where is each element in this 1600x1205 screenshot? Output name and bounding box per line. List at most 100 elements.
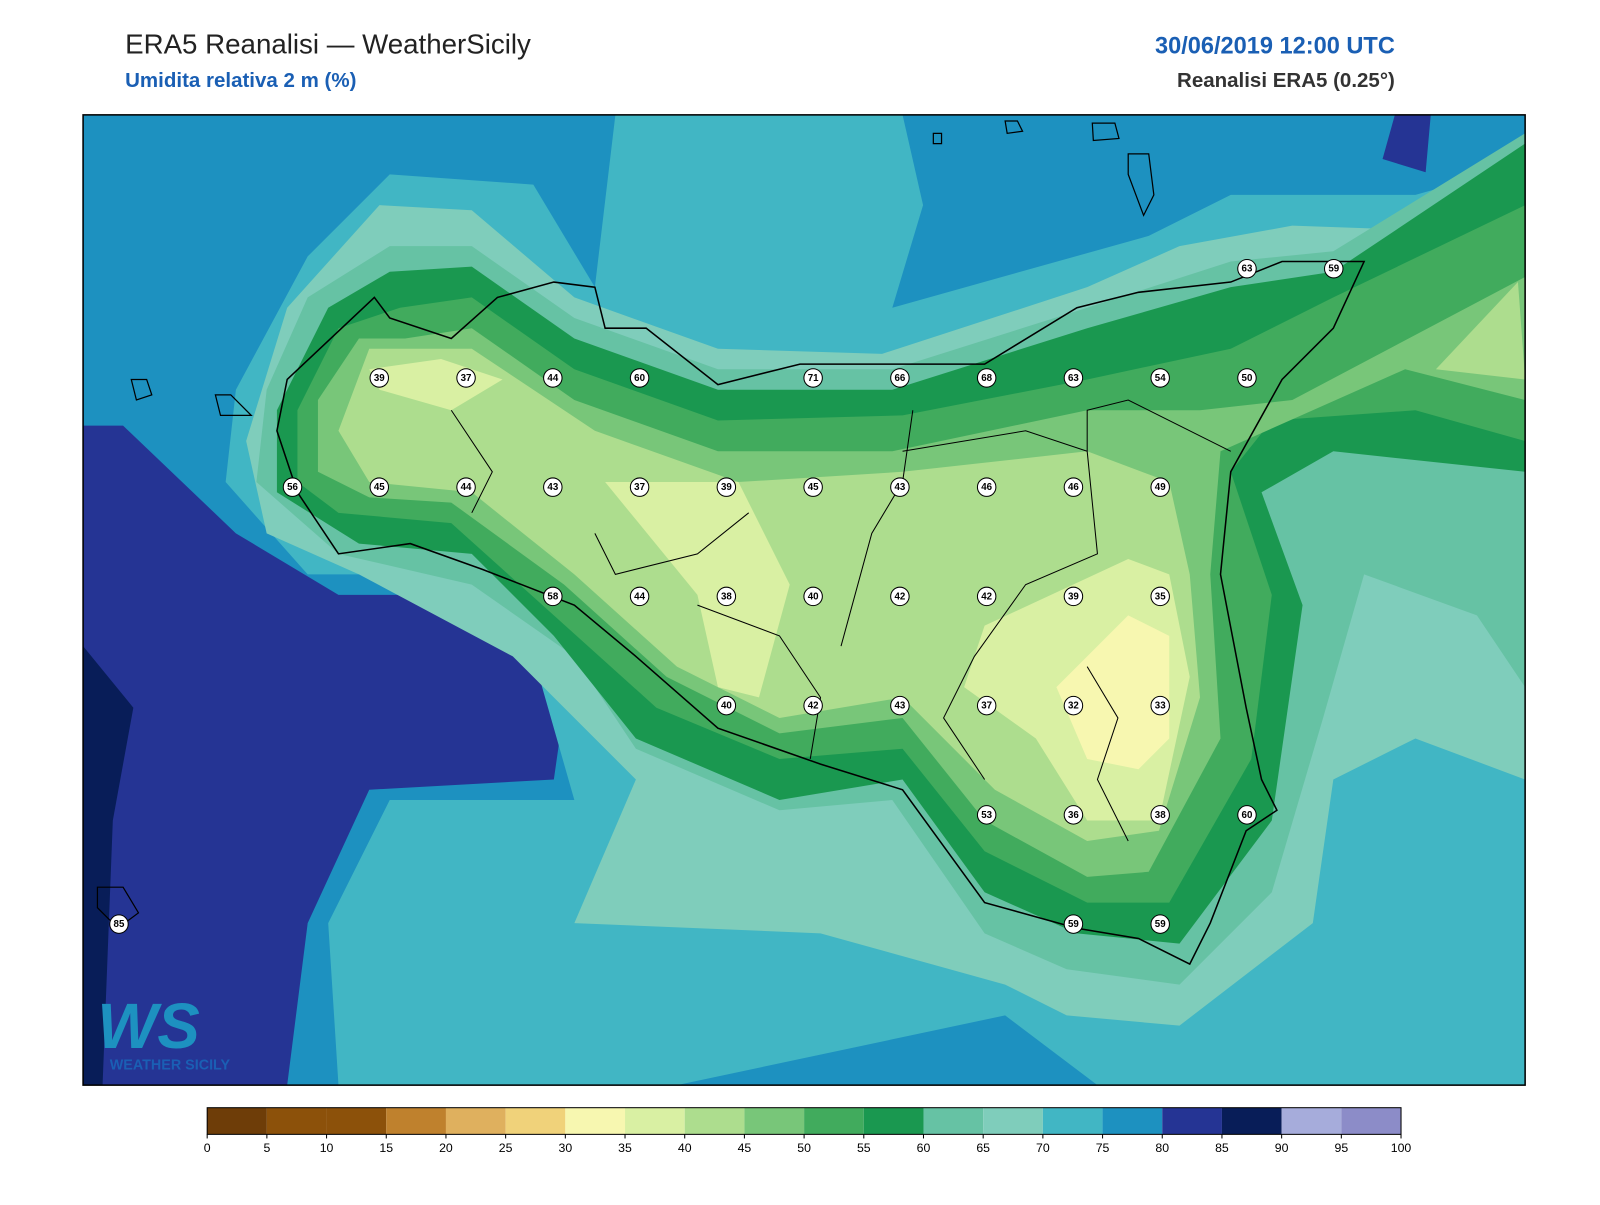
source: Reanalisi ERA5 (0.25°) bbox=[1177, 69, 1395, 92]
station-marker bbox=[1063, 477, 1084, 497]
station-value: 39 bbox=[1068, 591, 1079, 602]
logo-name: WEATHER SICILY bbox=[110, 1058, 231, 1074]
colorbar-tick-label: 25 bbox=[499, 1141, 513, 1155]
station-value: 63 bbox=[1068, 373, 1079, 384]
colorbar-tick-label: 40 bbox=[678, 1141, 692, 1155]
station: 33 bbox=[1150, 695, 1170, 716]
station: 32 bbox=[1063, 695, 1084, 716]
colorbar: 0 5 10 15 20 25 30 35 40 45 50 55 60 65 70 75 80 85 90 95 10… bbox=[204, 1107, 1411, 1155]
colorbar-swatch bbox=[445, 1107, 506, 1135]
station-value: 54 bbox=[1155, 373, 1166, 384]
station: 54 bbox=[1150, 368, 1170, 388]
station-value: 42 bbox=[981, 591, 992, 602]
station-value: 37 bbox=[634, 482, 645, 493]
station-value: 42 bbox=[808, 701, 819, 712]
station-marker bbox=[369, 368, 390, 388]
colorbar-swatch bbox=[565, 1107, 626, 1135]
station: 60 bbox=[629, 368, 650, 388]
colorbar-swatch bbox=[1221, 1107, 1282, 1135]
colorbar-tick-label: 95 bbox=[1334, 1141, 1348, 1155]
station: 42 bbox=[890, 586, 910, 607]
colorbar-tick-label: 50 bbox=[797, 1141, 811, 1155]
station: 35 bbox=[1150, 586, 1170, 607]
station: 37 bbox=[976, 695, 997, 716]
station-marker bbox=[976, 805, 997, 825]
station-value: 32 bbox=[1068, 701, 1079, 712]
station: 42 bbox=[803, 695, 823, 716]
station-value: 42 bbox=[894, 591, 905, 602]
station-value: 37 bbox=[461, 373, 472, 384]
station: 38 bbox=[1150, 805, 1170, 825]
station-value: 44 bbox=[461, 482, 472, 493]
station: 59 bbox=[1063, 914, 1084, 934]
station: 44 bbox=[456, 477, 476, 497]
colorbar-tick-label: 5 bbox=[263, 1141, 270, 1155]
station-value: 44 bbox=[547, 373, 558, 384]
station-marker bbox=[456, 477, 476, 497]
station: 40 bbox=[803, 586, 823, 607]
station: 46 bbox=[976, 477, 997, 497]
station-marker bbox=[1063, 586, 1084, 607]
colorbar-swatch bbox=[684, 1107, 745, 1135]
station-value: 39 bbox=[721, 482, 732, 493]
station-marker bbox=[716, 477, 737, 497]
station-marker bbox=[1150, 477, 1170, 497]
station-marker bbox=[1063, 914, 1084, 934]
station: 45 bbox=[369, 477, 390, 497]
logo: WS WEATHER SICILY bbox=[97, 991, 230, 1074]
station-value: 58 bbox=[547, 591, 558, 602]
contour-map: WS WEATHER SICILY 63 59 39 37 44 60 71 66 68 63 54… bbox=[83, 114, 1526, 1086]
colorbar-swatch bbox=[744, 1107, 805, 1135]
station-marker bbox=[976, 477, 997, 497]
colorbar-swatch bbox=[983, 1107, 1043, 1135]
station-marker bbox=[803, 586, 823, 607]
station-value: 37 bbox=[981, 701, 992, 712]
station: 71 bbox=[803, 368, 823, 388]
datetime: 30/06/2019 12:00 UTC bbox=[1155, 32, 1395, 58]
station-value: 53 bbox=[981, 810, 992, 821]
station-value: 59 bbox=[1155, 919, 1166, 930]
station: 43 bbox=[890, 695, 910, 716]
station-value: 71 bbox=[808, 373, 819, 384]
colorbar-swatch bbox=[326, 1107, 387, 1135]
station-value: 38 bbox=[1155, 810, 1166, 821]
colorbar-tick-label: 65 bbox=[976, 1141, 990, 1155]
station: 43 bbox=[543, 477, 563, 497]
station: 39 bbox=[1063, 586, 1084, 607]
colorbar-tick-label: 35 bbox=[618, 1141, 632, 1155]
station: 44 bbox=[543, 368, 563, 388]
station-value: 40 bbox=[808, 591, 819, 602]
colorbar-tick-label: 10 bbox=[320, 1141, 334, 1155]
station-value: 40 bbox=[721, 701, 732, 712]
station-marker bbox=[1150, 586, 1170, 607]
colorbar-tick-label: 55 bbox=[857, 1141, 871, 1155]
station-marker bbox=[1063, 368, 1084, 388]
station: 68 bbox=[976, 368, 997, 388]
station: 58 bbox=[543, 586, 563, 607]
station-value: 38 bbox=[721, 591, 732, 602]
station: 42 bbox=[976, 586, 997, 607]
station-marker bbox=[976, 586, 997, 607]
station: 44 bbox=[629, 586, 650, 607]
station-value: 44 bbox=[634, 591, 645, 602]
station-value: 46 bbox=[1068, 482, 1079, 493]
station-value: 60 bbox=[634, 373, 645, 384]
station-marker bbox=[1150, 914, 1170, 934]
station-marker bbox=[890, 586, 910, 607]
colorbar-tick-label: 80 bbox=[1155, 1141, 1169, 1155]
station-value: 63 bbox=[1242, 264, 1253, 275]
colorbar-swatch bbox=[1162, 1107, 1222, 1135]
colorbar-swatch bbox=[625, 1107, 685, 1135]
station-value: 56 bbox=[287, 482, 298, 493]
station-marker bbox=[543, 368, 563, 388]
station-marker bbox=[803, 695, 823, 716]
station-value: 43 bbox=[547, 482, 558, 493]
station-value: 85 bbox=[114, 919, 125, 930]
station-value: 59 bbox=[1328, 264, 1339, 275]
station-value: 45 bbox=[374, 482, 385, 493]
station: 85 bbox=[109, 914, 129, 934]
station: 50 bbox=[1237, 368, 1257, 388]
station-marker bbox=[543, 586, 563, 607]
